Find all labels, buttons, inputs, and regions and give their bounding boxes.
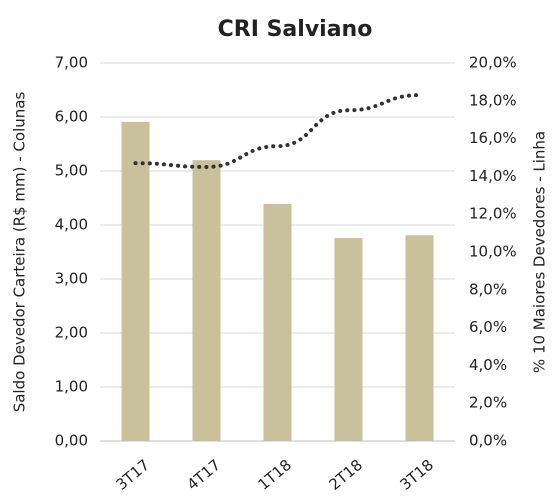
y-tick-label: 6,00 [55,108,88,126]
line [133,93,422,169]
bar [121,121,150,442]
x-tick-label: 1T18 [254,456,295,494]
bar [192,160,221,441]
y2-tick-label: 2,0% [469,394,507,412]
y-axis-title: Saldo Devedor Carteira (R$ mm) - Colunas [11,92,29,413]
y-tick-label: 2,00 [55,324,88,342]
y2-tick-label: 0,0% [469,432,507,450]
y2-tick-label: 10,0% [469,243,517,261]
y-tick-label: 4,00 [55,216,88,234]
y2-tick-label: 16,0% [469,129,517,147]
y2-tick-label: 8,0% [469,280,507,298]
bar [405,235,434,441]
y-tick-label: 3,00 [55,270,88,288]
y2-tick-label: 6,0% [469,318,507,336]
x-tick-label: 4T17 [183,456,224,494]
bar [263,203,292,441]
y2-tick-label: 20,0% [469,54,517,72]
y2-tick-label: 12,0% [469,205,517,223]
bar [334,237,363,441]
y-tick-label: 7,00 [55,54,88,72]
y2-axis-title: % 10 Maiores Devedores - Linha [531,131,549,373]
y2-tick-label: 4,0% [469,356,507,374]
y-tick-label: 0,00 [55,432,88,450]
y2-tick-label: 18,0% [469,91,517,109]
x-tick-label: 2T18 [325,456,366,494]
y-tick-label: 1,00 [55,378,88,396]
x-tick-label: 3T17 [112,456,153,494]
x-tick-label: 3T18 [396,456,437,494]
y2-tick-label: 14,0% [469,167,517,185]
y-tick-label: 5,00 [55,162,88,180]
chart-title: CRI Salviano [218,17,373,42]
